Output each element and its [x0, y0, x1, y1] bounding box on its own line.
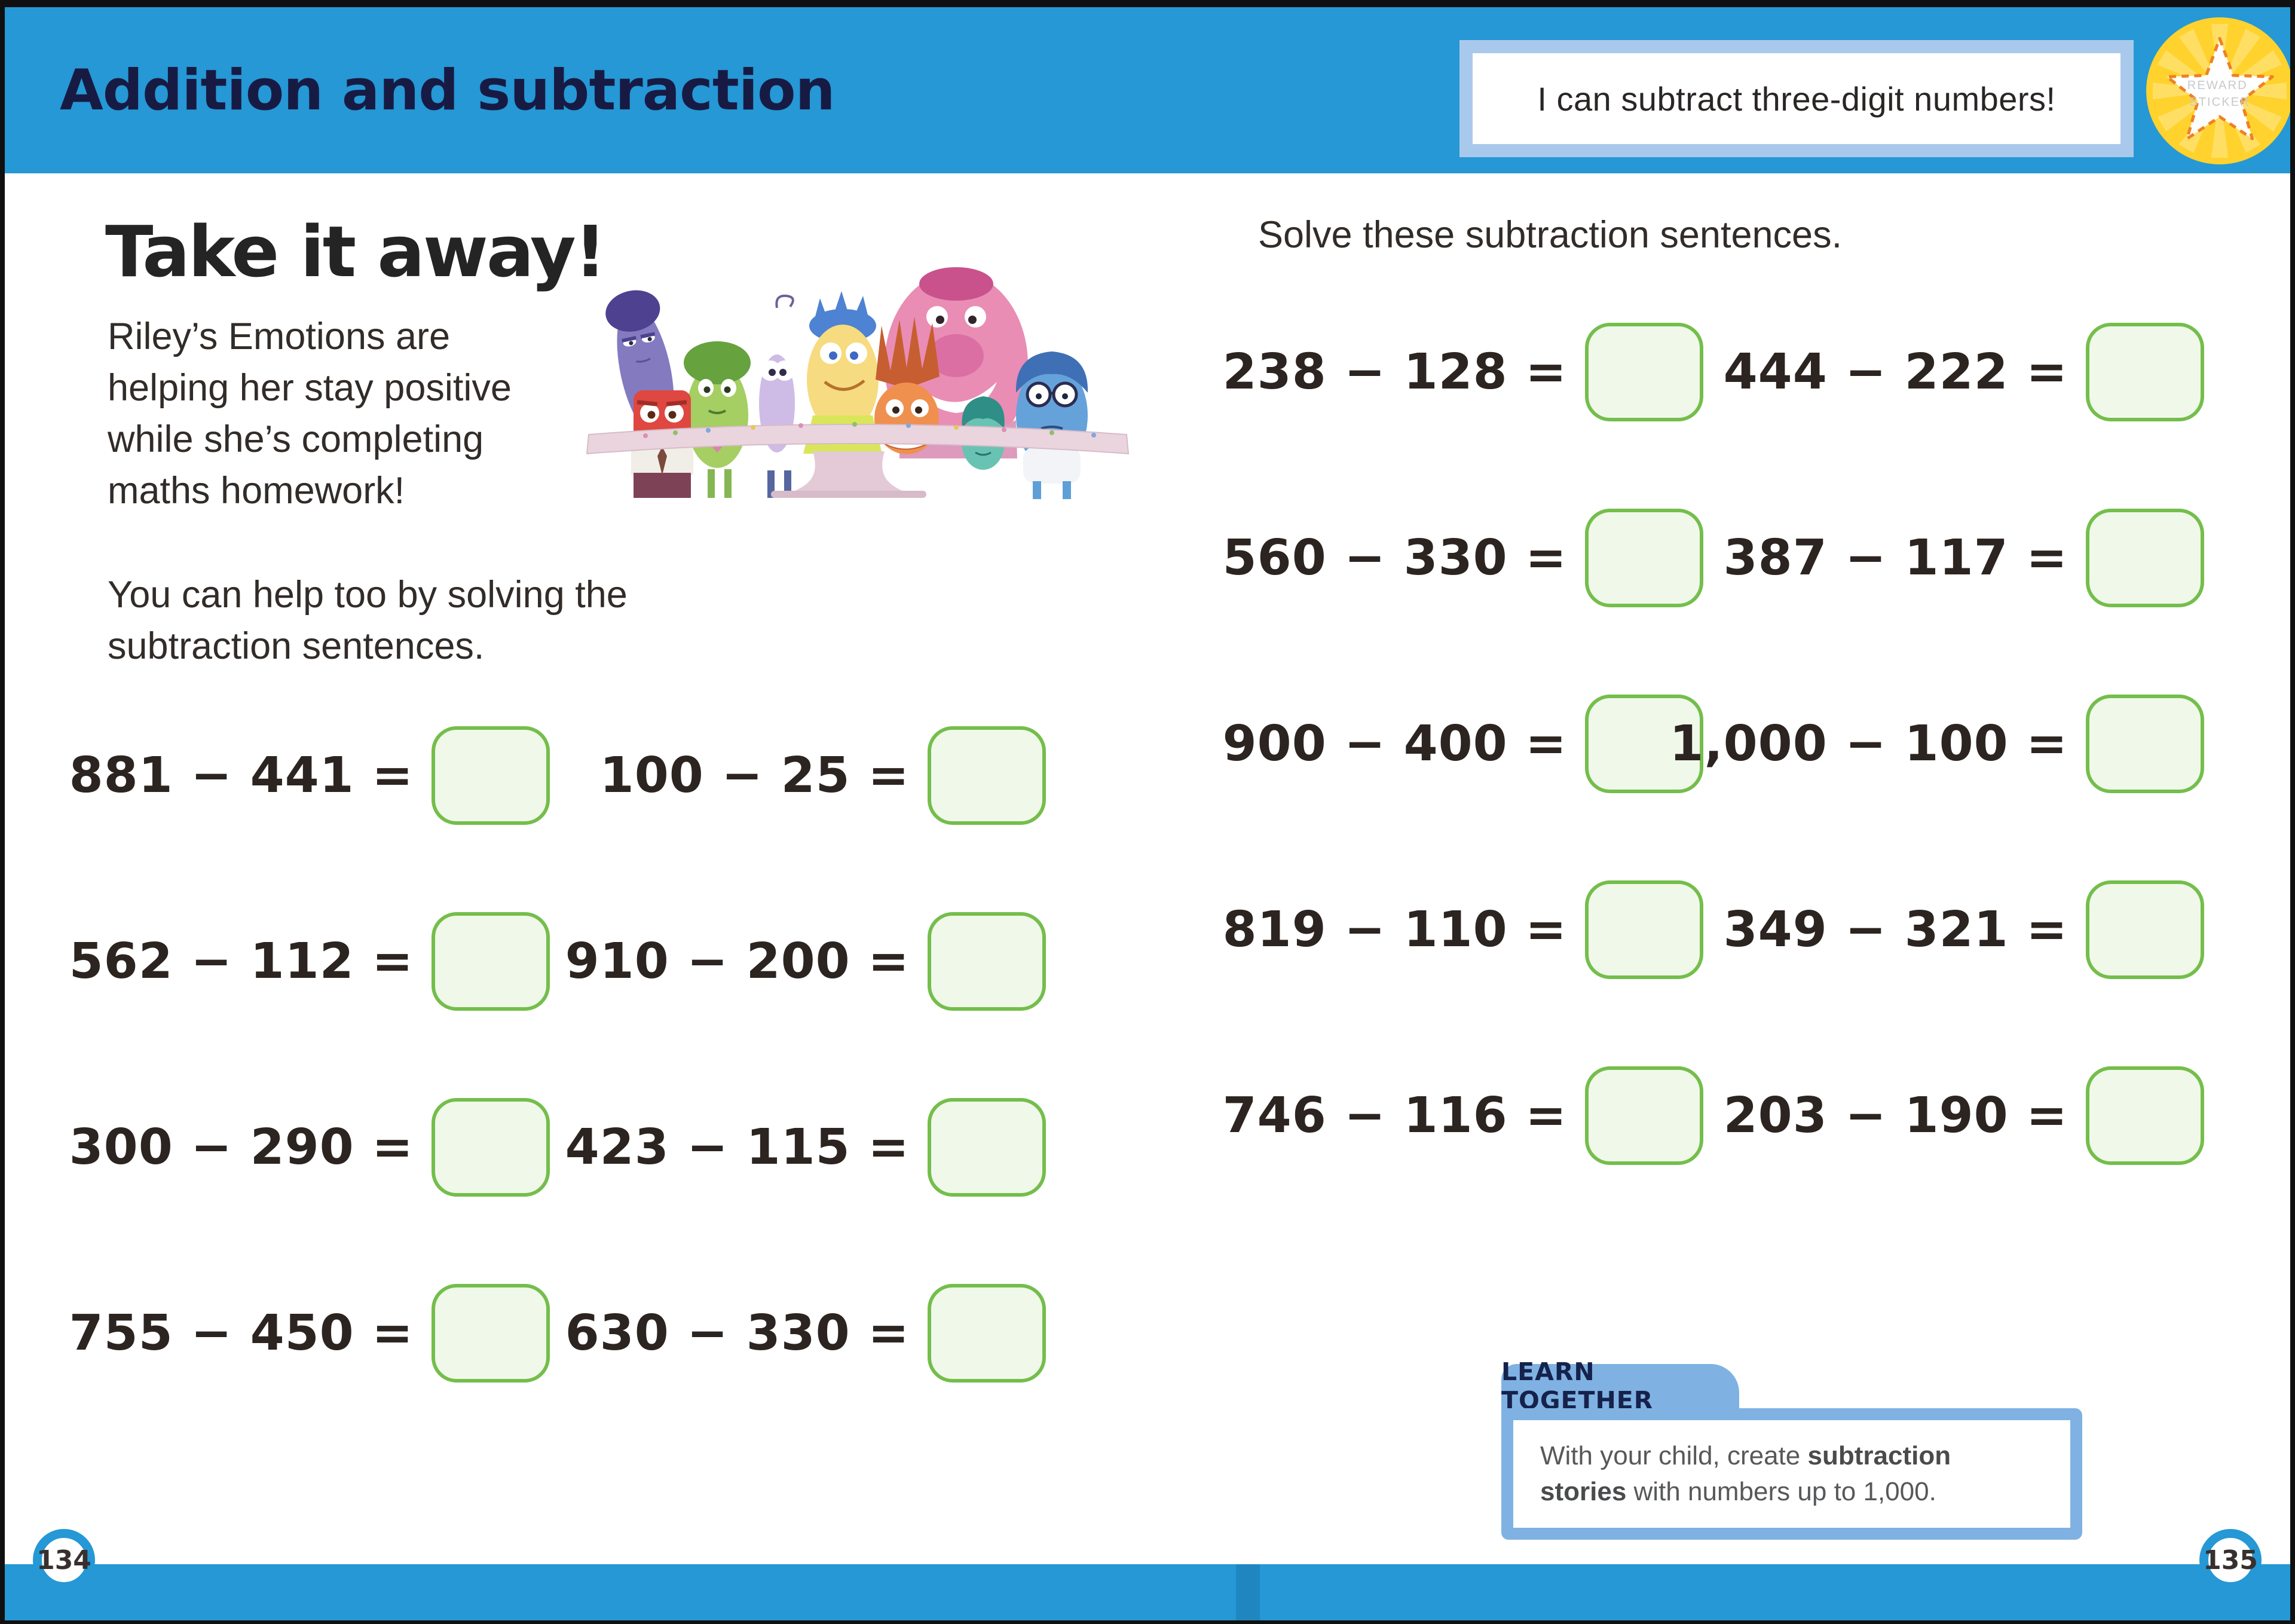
console-table: [586, 422, 1130, 498]
instruction-line: subtraction sentences.: [108, 625, 485, 667]
problem: 755 − 450 =: [69, 1283, 550, 1383]
problem: 387 − 117 =: [1703, 507, 2204, 608]
problem: 444 − 222 =: [1703, 322, 2204, 422]
problem: 910 − 200 =: [550, 911, 1046, 1011]
problem: 630 − 330 =: [550, 1283, 1046, 1383]
equation-text: 630 − 330 =: [565, 1304, 910, 1362]
scan-edge-right: [2290, 0, 2295, 1624]
problem-row: 562 − 112 = 910 − 200 =: [69, 911, 1070, 1011]
answer-box[interactable]: [2086, 694, 2204, 793]
equation-text: 900 − 400 =: [1222, 715, 1567, 772]
equation-text: 300 − 290 =: [69, 1118, 414, 1176]
learn-together-text: With your child, create subtraction stor…: [1540, 1441, 1951, 1506]
character-sadness: [1015, 351, 1088, 499]
intro-paragraph: Riley’s Emotions are helping her stay po…: [108, 311, 512, 516]
problem: 300 − 290 =: [69, 1097, 550, 1197]
problem: 238 − 128 =: [1222, 322, 1703, 422]
scan-edge-bottom: [0, 1620, 2295, 1624]
intro-line: helping her stay positive: [108, 367, 512, 409]
problem: 819 − 110 =: [1222, 879, 1703, 980]
answer-box[interactable]: [928, 1283, 1046, 1383]
problem: 562 − 112 =: [69, 911, 550, 1011]
learn-together-box: With your child, create subtraction stor…: [1501, 1408, 2082, 1540]
intro-line: while she’s completing: [108, 418, 484, 460]
answer-box[interactable]: [2086, 1066, 2204, 1165]
problem-row: 819 − 110 = 349 − 321 =: [1222, 879, 2217, 980]
page-gutter-divider: [1236, 1564, 1260, 1620]
intro-line: Riley’s Emotions are: [108, 316, 451, 357]
characters-illustration: [586, 267, 1130, 499]
goal-statement-text: I can subtract three-digit numbers!: [1537, 79, 2056, 118]
answer-box[interactable]: [432, 726, 550, 825]
answer-box[interactable]: [2086, 322, 2204, 421]
goal-statement-inner: I can subtract three-digit numbers!: [1473, 53, 2120, 144]
reward-sticker-star-icon[interactable]: REWARD STICKER: [2144, 16, 2295, 166]
header-band: Addition and subtraction I can subtract …: [5, 7, 2290, 173]
learn-together-inner: With your child, create subtraction stor…: [1513, 1420, 2070, 1528]
answer-box[interactable]: [928, 726, 1046, 825]
lesson-title: Take it away!: [105, 210, 607, 293]
problem-row: 900 − 400 = 1,000 − 100 =: [1222, 693, 2217, 794]
answer-box[interactable]: [928, 912, 1046, 1011]
problem-row: 746 − 116 = 203 − 190 =: [1222, 1065, 2217, 1166]
answer-box[interactable]: [2086, 880, 2204, 979]
equation-text: 562 − 112 =: [69, 932, 414, 990]
svg-text:REWARD STICKER: REWARD STICKER: [2187, 79, 2253, 109]
scan-edge-left: [0, 0, 5, 1624]
problem: 203 − 190 =: [1703, 1065, 2204, 1166]
answer-box[interactable]: [1585, 508, 1703, 607]
answer-box[interactable]: [1585, 880, 1703, 979]
answer-box[interactable]: [1585, 694, 1703, 793]
goal-statement-box: I can subtract three-digit numbers!: [1459, 40, 2134, 157]
page-number-right: 135: [2199, 1529, 2262, 1591]
problem: 100 − 25 =: [550, 725, 1046, 825]
equation-text: 387 − 117 =: [1723, 529, 2068, 586]
equation-text: 819 − 110 =: [1222, 901, 1567, 958]
problem-row: 755 − 450 = 630 − 330 =: [69, 1283, 1070, 1383]
answer-box[interactable]: [432, 1283, 550, 1383]
learn-together-label: LEARN TOGETHER: [1501, 1357, 1654, 1415]
equation-text: 349 − 321 =: [1723, 901, 2068, 958]
character-disgust: [684, 341, 751, 498]
scan-edge-top: [0, 0, 2295, 7]
problem-row: 560 − 330 = 387 − 117 =: [1222, 507, 2217, 608]
equation-text: 238 − 128 =: [1222, 343, 1567, 400]
problem-row: 238 − 128 = 444 − 222 =: [1222, 322, 2217, 422]
problem: 746 − 116 =: [1222, 1065, 1703, 1166]
answer-box[interactable]: [432, 912, 550, 1011]
equation-text: 203 − 190 =: [1723, 1087, 2068, 1144]
problem: 423 − 115 =: [550, 1097, 1046, 1197]
character-fear: [759, 294, 795, 498]
equation-text: 755 − 450 =: [69, 1304, 414, 1362]
problem: 900 − 400 =: [1222, 693, 1703, 794]
problem: 881 − 441 =: [69, 725, 550, 825]
problem-row: 300 − 290 = 423 − 115 =: [69, 1097, 1070, 1197]
instruction-line: You can help too by solving the: [108, 574, 628, 616]
page-title: Addition and subtraction: [60, 57, 836, 123]
answer-box[interactable]: [1585, 322, 1703, 421]
problem: 560 − 330 =: [1222, 507, 1703, 608]
equation-text: 444 − 222 =: [1723, 343, 2068, 400]
equation-text: 423 − 115 =: [565, 1118, 910, 1176]
answer-box[interactable]: [1585, 1066, 1703, 1165]
equation-text: 746 − 116 =: [1222, 1087, 1567, 1144]
equation-text: 100 − 25 =: [599, 747, 910, 804]
answer-box[interactable]: [432, 1097, 550, 1197]
answer-box[interactable]: [928, 1097, 1046, 1197]
page-number-left: 134: [33, 1529, 95, 1591]
intro-line: maths homework!: [108, 470, 405, 512]
solve-instruction: Solve these subtraction sentences.: [1258, 214, 1843, 256]
answer-box[interactable]: [2086, 508, 2204, 607]
equation-text: 1,000 − 100 =: [1669, 715, 2068, 772]
problem: 1,000 − 100 =: [1669, 693, 2204, 794]
problem-row: 881 − 441 = 100 − 25 =: [69, 725, 1070, 825]
bottom-band: [5, 1564, 2290, 1620]
equation-text: 881 − 441 =: [69, 747, 414, 804]
problem: 349 − 321 =: [1703, 879, 2204, 980]
instruction-paragraph: You can help too by solving the subtract…: [108, 569, 628, 672]
learn-together-tab: LEARN TOGETHER: [1501, 1357, 1739, 1415]
equation-text: 910 − 200 =: [565, 932, 910, 990]
equation-text: 560 − 330 =: [1222, 529, 1567, 586]
